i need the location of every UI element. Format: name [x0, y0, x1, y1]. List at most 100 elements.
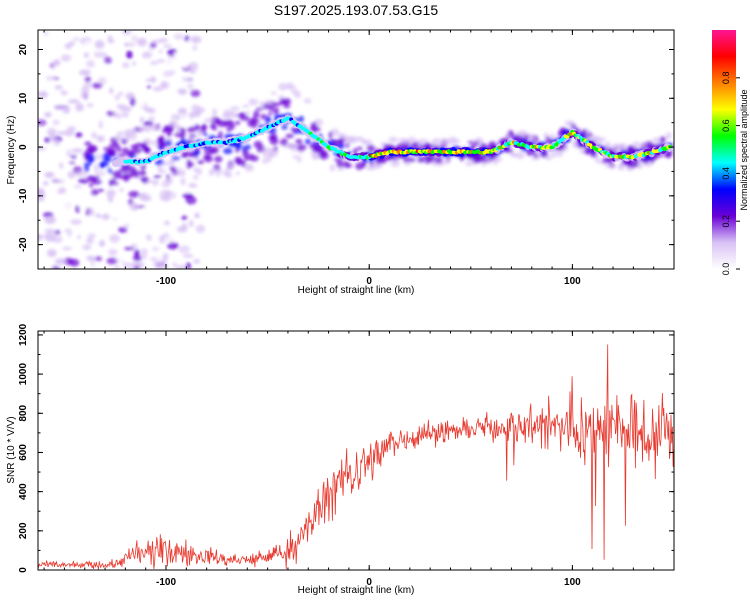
- snr-line-group: [38, 344, 674, 570]
- spectrogram-blob: [178, 245, 191, 254]
- spectrogram-blob: [248, 98, 259, 106]
- spectrogram-blob: [157, 59, 165, 63]
- spectrogram-blob: [208, 170, 216, 176]
- spectrogram-blob: [169, 119, 178, 128]
- colorbar-tick-label: 0.4: [721, 167, 731, 180]
- spectrogram-blob: [106, 239, 112, 246]
- spectrogram-blob: [123, 172, 133, 180]
- spectrogram-blob: [656, 143, 664, 147]
- spectrogram-blob: [596, 136, 601, 141]
- spectrogram-y-tick-label: 20: [18, 44, 29, 56]
- spectrogram-blob: [111, 170, 122, 177]
- spectrogram-blob: [411, 142, 419, 150]
- spectrogram-blob: [234, 156, 243, 164]
- spectrogram-blob: [132, 61, 137, 66]
- spectrogram-blob: [150, 60, 159, 66]
- spectrogram-blob: [272, 107, 280, 114]
- spectrogram-blob: [144, 207, 149, 213]
- spectrogram-blob: [147, 167, 159, 173]
- spectrogram-blob: [159, 81, 170, 90]
- spectrogram-blob: [130, 144, 137, 149]
- spectrogram-blob: [86, 103, 94, 108]
- spectrogram-blob: [618, 166, 623, 170]
- spectrogram-blob: [550, 151, 556, 158]
- colorbar-ticks: 0.0 0.2 0.4 0.6 0.8: [721, 72, 740, 275]
- spectrogram-blob: [194, 212, 200, 219]
- spectrogram-blob: [526, 150, 535, 156]
- spectrogram-blob: [146, 140, 155, 145]
- spectrogram-blob: [557, 132, 563, 137]
- spectrogram-blob: [52, 235, 63, 244]
- spectrogram-blob: [472, 141, 480, 147]
- spectrogram-blob: [88, 119, 97, 127]
- spectrogram-blob: [190, 35, 202, 44]
- spectrogram-blob: [173, 33, 185, 40]
- spectrogram-blob: [214, 155, 223, 163]
- spectrogram-blob: [119, 187, 125, 192]
- spectrogram-blob: [287, 142, 293, 150]
- spectrogram-blob: [322, 150, 328, 155]
- spectrogram-blob: [150, 228, 156, 234]
- snr-y-tick-label: 600: [18, 444, 29, 461]
- spectrogram-blob: [63, 232, 69, 238]
- spectrogram-blob: [46, 249, 57, 258]
- spectrogram-blob: [388, 136, 398, 143]
- spectrogram-blob: [107, 195, 113, 202]
- spectrogram-blob: [141, 51, 152, 59]
- spectrogram-blob: [78, 204, 89, 210]
- spectrogram-blob: [197, 159, 205, 165]
- spectrogram-blob: [262, 151, 268, 159]
- spectrogram-blob: [159, 190, 171, 199]
- spectrogram-blob: [99, 95, 106, 102]
- spectrogram-blob: [77, 178, 89, 184]
- spectrogram-blob: [454, 139, 461, 144]
- spectrogram-blob: [511, 152, 517, 157]
- spectrogram-blob: [378, 157, 387, 165]
- spectrogram-blob: [49, 159, 57, 167]
- spectrogram-blob: [87, 263, 97, 269]
- spectrogram-blob: [163, 100, 174, 110]
- spectrogram-blob: [345, 142, 350, 148]
- spectrogram-blob: [545, 156, 552, 161]
- spectrogram-blob: [44, 56, 56, 61]
- spectrogram-blob: [312, 146, 319, 151]
- spectrogram-blob: [342, 134, 349, 142]
- spectrogram-blob: [44, 215, 56, 225]
- spectrogram-blob: [126, 50, 133, 60]
- spectrogram-blob: [149, 92, 157, 100]
- spectrogram-blob: [90, 189, 99, 197]
- spectrogram-blob: [345, 163, 353, 168]
- spectrogram-blob: [155, 250, 165, 258]
- spectrogram-blob: [543, 132, 549, 138]
- spectrogram-blob: [114, 134, 123, 141]
- spectrogram-blob: [38, 142, 42, 147]
- spectrogram-blob: [646, 141, 653, 149]
- spectrogram-blob: [298, 115, 304, 123]
- spectrogram-blob: [97, 77, 107, 86]
- spectrogram-blob: [67, 99, 80, 104]
- snr-y-tick-label: 400: [18, 483, 29, 500]
- spectrogram-blob: [108, 67, 116, 75]
- spectrogram-blob: [129, 97, 136, 107]
- spectrogram-blob: [249, 155, 259, 162]
- spectrogram-blob: [152, 232, 160, 241]
- spectrogram-blob: [187, 228, 195, 234]
- spectrogram-blob: [140, 61, 149, 68]
- spectrogram-blob: [182, 238, 188, 244]
- spectrogram-blob: [632, 141, 641, 149]
- spectrogram-blob: [190, 89, 201, 97]
- spectrogram-blob: [230, 106, 240, 111]
- spectrogram-blob: [94, 213, 101, 218]
- spectrogram-blob: [61, 82, 71, 91]
- spectrogram-blob: [60, 90, 68, 96]
- spectrogram-blob: [217, 168, 223, 173]
- spectrogram-blob: [294, 92, 302, 98]
- spectrogram-blob: [168, 159, 175, 165]
- spectrogram-blob: [82, 82, 93, 89]
- spectrogram-blob: [260, 148, 267, 153]
- spectrogram-blob: [123, 223, 130, 229]
- spectrogram-blob: [212, 125, 217, 131]
- spectrogram-blob: [234, 120, 241, 126]
